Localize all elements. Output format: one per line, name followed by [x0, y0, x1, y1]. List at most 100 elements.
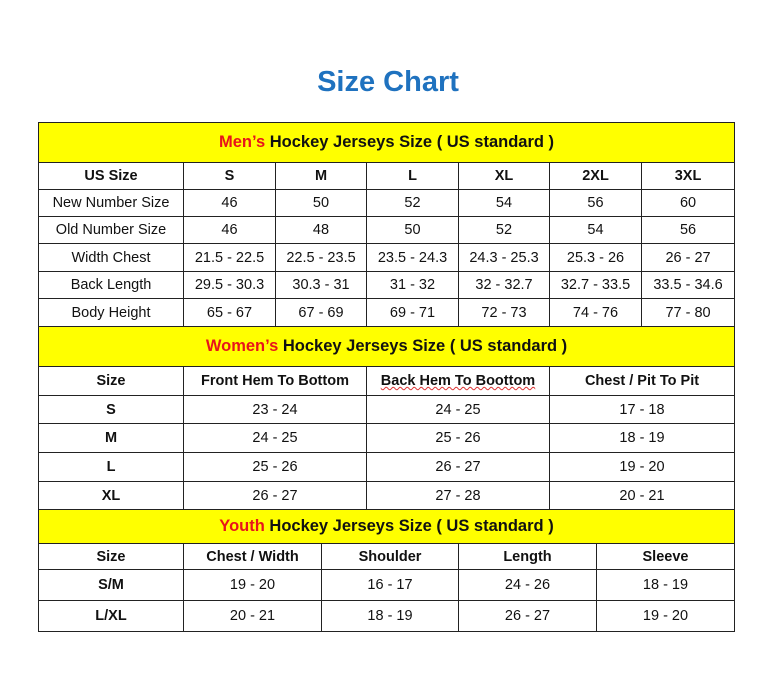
column-header-label: S: [224, 168, 235, 184]
table-cell: 50: [366, 216, 459, 244]
table-cell: 33.5 - 34.6: [640, 271, 736, 299]
column-header: US Size: [38, 162, 184, 190]
table-cell: 18 - 19: [321, 600, 459, 632]
column-header: Back Hem To Boottom: [366, 366, 550, 396]
table-row: New Number Size 46 50 52 54 56 60: [38, 189, 736, 217]
table-cell: 24.3 - 25.3: [458, 243, 550, 272]
row-label: Old Number Size: [38, 216, 184, 244]
column-header: M: [275, 162, 367, 190]
table-cell: 46: [183, 189, 276, 217]
table-cell: 16 - 17: [321, 569, 459, 601]
table-row: Old Number Size 46 48 50 52 54 56: [38, 216, 736, 244]
table-cell: 74 - 76: [549, 298, 642, 327]
table-cell: 54: [458, 189, 550, 217]
column-header-label: 3XL: [674, 168, 702, 184]
table-row: S/M 19 - 20 16 - 17 24 - 26 18 - 19: [38, 569, 736, 601]
column-header: Shoulder: [321, 543, 459, 570]
column-header-label: Size: [96, 548, 126, 565]
section-heading: Hockey Jerseys Size ( US standard ): [264, 517, 554, 535]
table-cell: 21.5 - 22.5: [183, 243, 276, 272]
column-header-row: US Size S M L XL 2XL 3XL: [38, 162, 736, 190]
table-cell: 22.5 - 23.5: [275, 243, 367, 272]
youth-section-header: Youth Hockey Jerseys Size ( US standard …: [37, 509, 736, 544]
column-header: S: [183, 162, 276, 190]
row-label: S/M: [38, 569, 184, 601]
table-row: M 24 - 25 25 - 26 18 - 19: [38, 423, 736, 453]
column-header: Size: [38, 543, 184, 570]
table-row: Body Height 65 - 67 67 - 69 69 - 71 72 - 73 7…: [38, 298, 736, 327]
table-cell: 65 - 67: [183, 298, 276, 327]
row-label: Back Length: [38, 271, 184, 299]
column-header-label: Shoulder: [358, 548, 422, 565]
table-cell: 23.5 - 24.3: [366, 243, 459, 272]
section-accent-label: Youth: [219, 517, 265, 535]
table-cell: 26 - 27: [458, 600, 597, 632]
mens-section-header: Men’s Hockey Jerseys Size ( US standard …: [37, 122, 736, 163]
column-header: L: [366, 162, 459, 190]
row-label: L/XL: [38, 600, 184, 632]
column-header: Sleeve: [595, 543, 736, 570]
column-header-label: Front Hem To Bottom: [201, 373, 349, 389]
table-row: L 25 - 26 26 - 27 19 - 20: [38, 452, 736, 482]
table-cell: 32 - 32.7: [458, 271, 550, 299]
youth-size-table: Youth Hockey Jerseys Size ( US standard …: [37, 509, 736, 632]
table-cell: 67 - 69: [275, 298, 367, 327]
table-cell: 32.7 - 33.5: [549, 271, 642, 299]
table-cell: 17 - 18: [548, 395, 736, 424]
column-header: Chest / Width: [183, 543, 322, 570]
table-cell: 52: [366, 189, 459, 217]
column-header: Length: [458, 543, 597, 570]
row-label: S: [38, 395, 184, 424]
table-cell: 50: [275, 189, 367, 217]
table-cell: 25 - 26: [183, 452, 367, 482]
column-header: Size: [38, 366, 184, 396]
column-header-label: Length: [503, 548, 552, 565]
table-cell: 18 - 19: [595, 569, 736, 601]
table-row: XL 26 - 27 27 - 28 20 - 21: [38, 481, 736, 510]
table-row: S 23 - 24 24 - 25 17 - 18: [38, 395, 736, 424]
section-accent-label: Men’s: [219, 133, 266, 151]
table-cell: 25.3 - 26: [549, 243, 642, 272]
table-cell: 19 - 20: [595, 600, 736, 632]
row-label: Body Height: [38, 298, 184, 327]
table-cell: 20 - 21: [548, 481, 736, 510]
table-cell: 19 - 20: [183, 569, 322, 601]
table-cell: 24 - 25: [366, 395, 550, 424]
table-cell: 54: [549, 216, 642, 244]
table-cell: 23 - 24: [183, 395, 367, 424]
table-cell: 27 - 28: [366, 481, 550, 510]
column-header-label: Back Hem To Boottom: [380, 373, 536, 389]
table-row: Back Length 29.5 - 30.3 30.3 - 31 31 - 32 32…: [38, 271, 736, 299]
table-cell: 24 - 26: [458, 569, 597, 601]
table-cell: 56: [549, 189, 642, 217]
table-cell: 31 - 32: [366, 271, 459, 299]
section-heading: Hockey Jerseys Size ( US standard ): [265, 133, 555, 151]
column-header-label: L: [408, 168, 417, 184]
column-header-label: Sleeve: [642, 548, 689, 565]
table-cell: 24 - 25: [183, 423, 367, 453]
table-cell: 30.3 - 31: [275, 271, 367, 299]
table-cell: 56: [640, 216, 736, 244]
column-header: Front Hem To Bottom: [183, 366, 367, 396]
row-label: L: [38, 452, 184, 482]
column-header-label: XL: [494, 168, 514, 184]
column-header-label: 2XL: [582, 168, 609, 184]
table-cell: 46: [183, 216, 276, 244]
table-cell: 20 - 21: [183, 600, 322, 632]
table-cell: 19 - 20: [548, 452, 736, 482]
row-label: M: [38, 423, 184, 453]
table-row: Width Chest 21.5 - 22.5 22.5 - 23.5 23.5 - …: [38, 243, 736, 272]
section-heading: Hockey Jerseys Size ( US standard ): [278, 337, 568, 355]
row-label: New Number Size: [38, 189, 184, 217]
table-cell: 52: [458, 216, 550, 244]
table-cell: 29.5 - 30.3: [183, 271, 276, 299]
womens-size-table: Women’s Hockey Jerseys Size ( US standar…: [37, 326, 736, 510]
column-header-label: US Size: [84, 168, 138, 184]
column-header-row: Size Chest / Width Shoulder Length Sleeve: [38, 543, 736, 570]
column-header: 2XL: [549, 162, 642, 190]
row-label: XL: [38, 481, 184, 510]
mens-size-table: Men’s Hockey Jerseys Size ( US standard …: [37, 122, 736, 327]
column-header: 3XL: [640, 162, 736, 190]
table-cell: 25 - 26: [366, 423, 550, 453]
column-header-label: M: [314, 168, 328, 184]
